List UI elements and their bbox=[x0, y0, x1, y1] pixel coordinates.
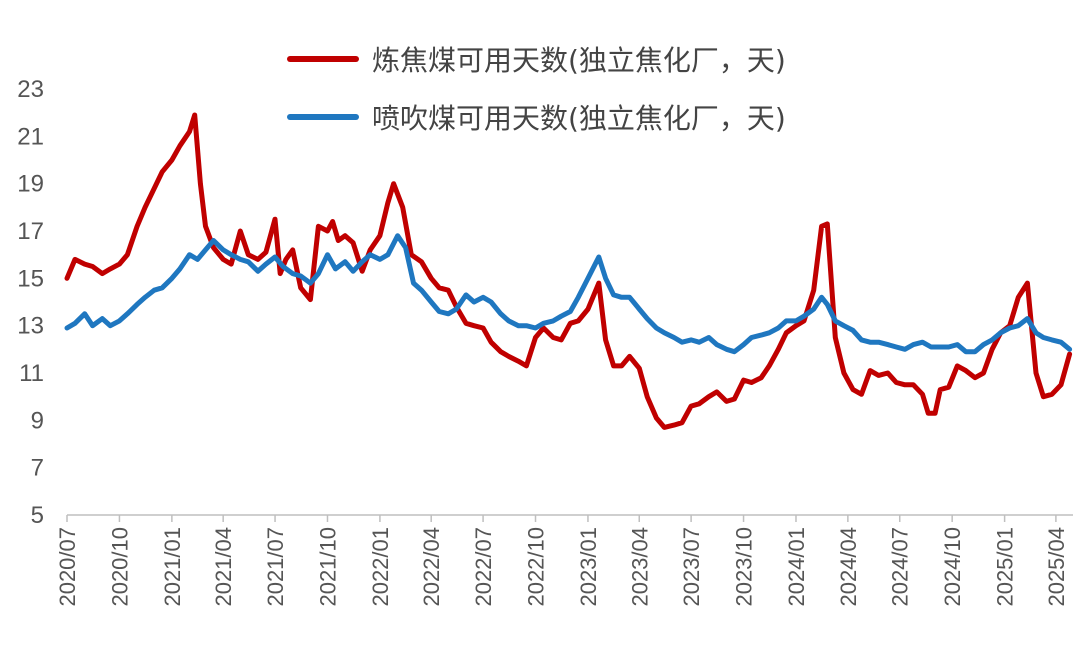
y-tick-label: 15 bbox=[17, 265, 44, 292]
legend: 炼焦煤可用天数(独立焦化厂，天) 喷吹煤可用天数(独立焦化厂，天) bbox=[287, 44, 786, 135]
legend-label-injection-coal: 喷吹煤可用天数(独立焦化厂，天) bbox=[372, 102, 786, 135]
y-tick-label: 9 bbox=[31, 407, 44, 434]
legend-label-coking-coal: 炼焦煤可用天数(独立焦化厂，天) bbox=[372, 44, 786, 77]
x-tick-label: 2023/01 bbox=[576, 527, 601, 607]
x-tick-label: 2022/04 bbox=[419, 527, 444, 607]
x-tick-label: 2023/04 bbox=[627, 527, 652, 607]
x-tick-label: 2024/01 bbox=[784, 527, 809, 607]
series-line-injection-coal bbox=[64, 233, 1073, 355]
y-tick-label: 21 bbox=[17, 123, 44, 150]
x-tick-label: 2020/07 bbox=[55, 527, 80, 607]
x-tick-label: 2021/01 bbox=[160, 527, 185, 607]
y-tick-label: 17 bbox=[17, 218, 44, 245]
x-tick-label: 2021/07 bbox=[263, 527, 288, 607]
x-tick-label: 2023/07 bbox=[679, 527, 704, 607]
x-tick-label: 2022/07 bbox=[471, 527, 496, 607]
x-tick-label: 2020/10 bbox=[107, 527, 132, 607]
legend-item-coking-coal: 炼焦煤可用天数(独立焦化厂，天) bbox=[287, 44, 786, 77]
y-tick-label: 23 bbox=[17, 76, 44, 103]
y-tick-label: 5 bbox=[31, 502, 44, 529]
series-layer bbox=[64, 112, 1073, 430]
y-tick-label: 13 bbox=[17, 313, 44, 340]
x-axis: 2020/07 2020/10 2021/01 2021/04 2021/07 2021/… bbox=[55, 514, 1073, 607]
series-line-coking-coal bbox=[64, 112, 1073, 430]
legend-item-injection-coal: 喷吹煤可用天数(独立焦化厂，天) bbox=[287, 102, 786, 135]
y-tick-label: 7 bbox=[31, 455, 44, 482]
y-tick-label: 19 bbox=[17, 171, 44, 198]
x-tick-label: 2024/10 bbox=[940, 527, 965, 607]
x-tick-label: 2022/10 bbox=[524, 527, 549, 607]
x-tick-label: 2024/04 bbox=[836, 527, 861, 607]
x-tick-label: 2023/10 bbox=[732, 527, 757, 607]
x-tick-label: 2025/04 bbox=[1044, 527, 1069, 607]
x-tick-label: 2022/01 bbox=[368, 527, 393, 607]
y-tick-label: 11 bbox=[19, 360, 44, 387]
x-tick-label: 2025/01 bbox=[993, 527, 1018, 607]
x-tick-label: 2021/10 bbox=[315, 527, 340, 607]
y-axis: 5 7 9 11 13 15 17 19 21 23 bbox=[17, 76, 44, 529]
x-tick-label: 2021/04 bbox=[211, 527, 236, 607]
x-tick-label: 2024/07 bbox=[888, 527, 913, 607]
